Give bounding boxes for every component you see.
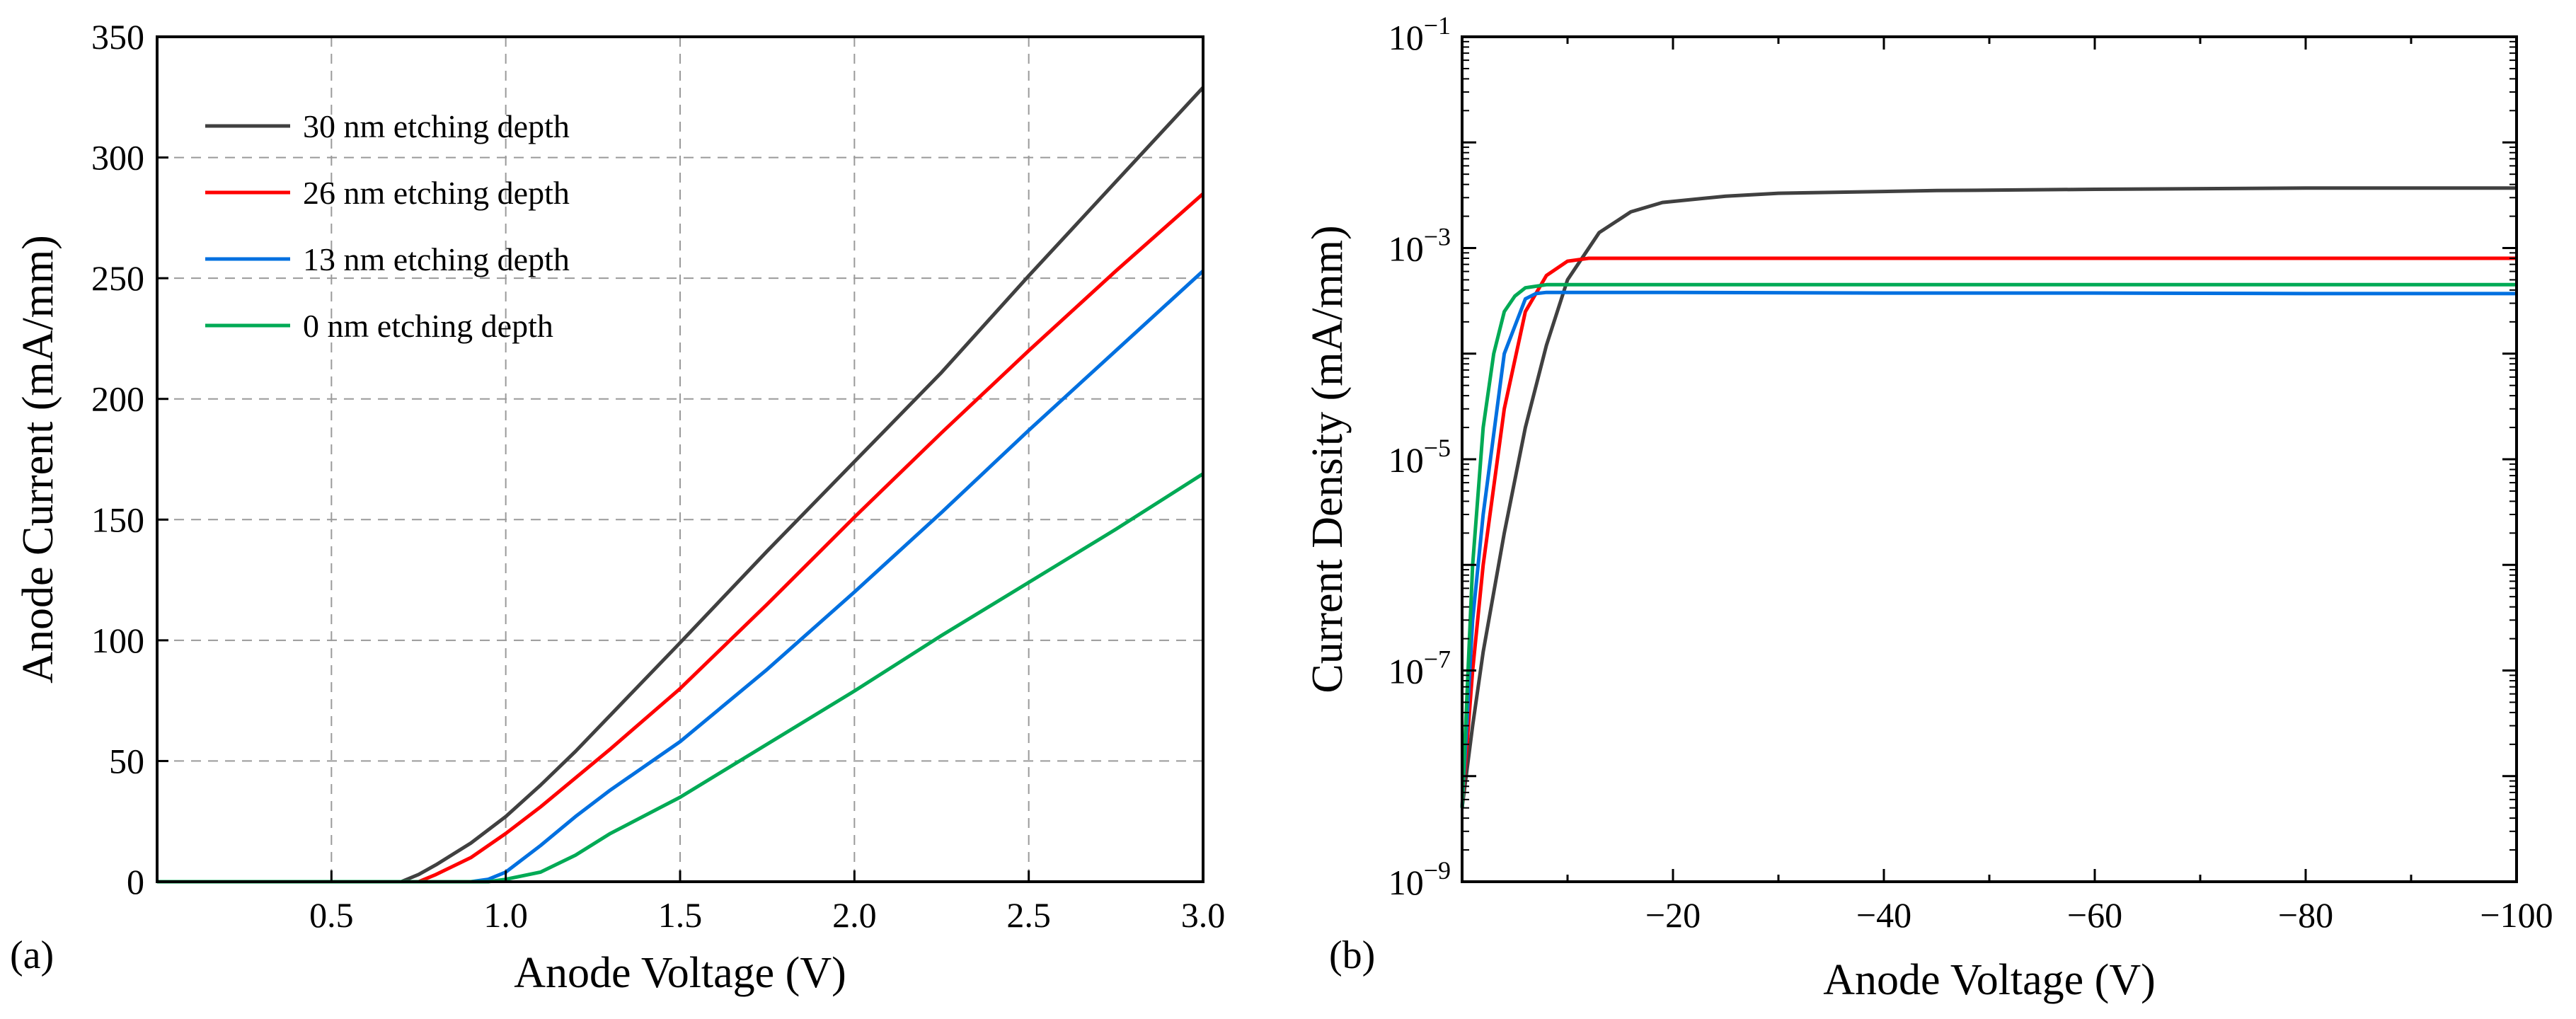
x-tick-label: 2.5 <box>1006 895 1051 935</box>
y-tick-base: 10 <box>1388 652 1424 691</box>
y-tick-base: 10 <box>1388 863 1424 902</box>
series-line-2 <box>157 192 1204 884</box>
x-axis-label: Anode Voltage (V) <box>1823 956 2156 1004</box>
series-line-3 <box>1460 290 2517 808</box>
plot-frame <box>1461 35 2518 883</box>
y-tick-label: 350 <box>91 17 144 57</box>
legend-label-3: 13 nm etching depth <box>303 241 570 277</box>
y-tick-label: 10−3 <box>1388 223 1451 269</box>
y-tick-label: 250 <box>91 258 144 298</box>
x-tick-label: 1.0 <box>483 895 528 935</box>
y-tick-exponent: −9 <box>1424 856 1451 885</box>
y-tick-exponent: −7 <box>1424 645 1451 674</box>
series-line-1 <box>157 86 1204 884</box>
y-tick-exponent: −5 <box>1424 434 1451 462</box>
y-tick-label: 150 <box>91 500 144 539</box>
y-tick-label: 0 <box>127 862 144 902</box>
x-tick-label: −60 <box>2067 895 2122 935</box>
y-axis-label: Current Density (mA/mm) <box>1304 225 1352 693</box>
y-tick-label: 50 <box>109 741 144 781</box>
y-tick-exponent: −1 <box>1424 11 1451 40</box>
x-tick-label: 0.5 <box>309 895 354 935</box>
x-tick-label: −80 <box>2278 895 2333 935</box>
y-tick-label: 10−1 <box>1388 11 1451 57</box>
y-tick-base: 10 <box>1388 229 1424 269</box>
series-line-2 <box>1460 256 2517 808</box>
panel-label: (b) <box>1329 933 1375 977</box>
x-tick-label: −100 <box>2480 895 2553 935</box>
y-tick-label: 10−9 <box>1388 856 1451 902</box>
y-tick-base: 10 <box>1388 440 1424 480</box>
y-tick-label: 100 <box>91 621 144 660</box>
x-tick-label: 3.0 <box>1181 895 1226 935</box>
panel-label: (a) <box>10 933 54 977</box>
y-tick-label: 10−7 <box>1388 645 1451 691</box>
legend-label-2: 26 nm etching depth <box>303 175 570 211</box>
y-axis-label: Anode Current (mA/mm) <box>14 235 62 684</box>
panel-b: −20 −40 −60 −80 −10010−910−710−510−310−1Anod… <box>1304 11 2553 1004</box>
x-tick-label: 2.0 <box>832 895 877 935</box>
legend-label-1: 30 nm etching depth <box>303 108 570 144</box>
x-tick-label: 1.5 <box>658 895 703 935</box>
panel-a: 0.5 1.0 1.5 2.0 2.5 3.0 0 50 100 150 200 250 300 350 A… <box>10 17 1225 997</box>
y-tick-label: 300 <box>91 138 144 178</box>
x-tick-label: −40 <box>1856 895 1911 935</box>
y-tick-exponent: −3 <box>1424 223 1451 251</box>
legend-label-4: 0 nm etching depth <box>303 308 553 344</box>
y-tick-base: 10 <box>1388 18 1424 57</box>
y-tick-label: 200 <box>91 379 144 419</box>
series-line-4 <box>1460 282 2517 808</box>
y-tick-label: 10−5 <box>1388 434 1451 480</box>
x-axis-label: Anode Voltage (V) <box>514 949 846 997</box>
x-tick-label: −20 <box>1645 895 1701 935</box>
series-line-1 <box>1460 186 2517 809</box>
